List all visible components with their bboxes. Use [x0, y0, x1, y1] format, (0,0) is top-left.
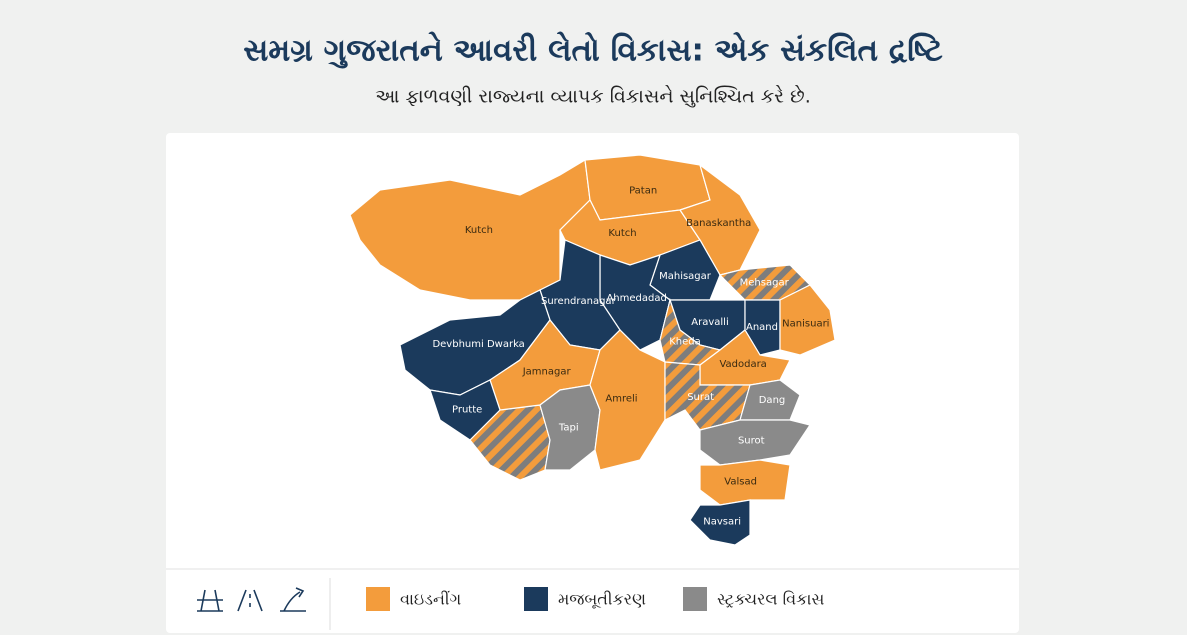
region-label: Anand [746, 322, 778, 333]
region-label: Navsari [703, 516, 741, 527]
region-label: Kheda [669, 337, 701, 348]
region-label: Tapi [558, 423, 579, 434]
legend-label: સ્ટ્રક્ચરલ વિકાસ [717, 590, 824, 610]
region [739, 379, 801, 421]
region-label: Devbhumi Dwarka [432, 339, 524, 350]
region-label: Surat [687, 392, 714, 403]
region-label: Surot [738, 436, 765, 447]
region [699, 459, 791, 506]
region [779, 284, 836, 356]
region-label: Kutch [608, 228, 636, 239]
map: Kutch Patan Kutch Banaskantha Mahisagar Mehsa… [349, 154, 836, 546]
legend-swatch [683, 587, 707, 611]
region-label: Valsad [724, 476, 757, 487]
region-label: Vadodara [719, 359, 766, 370]
region-label: Dang [759, 395, 786, 406]
icons [197, 587, 306, 612]
region-label: Kutch [465, 225, 493, 236]
legend-swatch [524, 587, 548, 611]
legend-label: મજબૂતીકરણ [558, 590, 646, 609]
region-label: Mehsagar [740, 278, 790, 289]
region-label: Aravalli [691, 317, 728, 328]
subtitle: આ ફાળવણી રાજ્યના વ્યાપક વિકાસને સુનિશ્ચિ… [375, 85, 811, 107]
region-label: Jamnagar [522, 367, 572, 378]
legend: વાઇડનીંગ મજબૂતીકરણ સ્ટ્રક્ચરલ વિકાસ [366, 587, 824, 611]
region [744, 299, 781, 356]
region-label: Ahmedadad [606, 293, 666, 304]
legend-label: વાઇડનીંગ [400, 590, 461, 609]
region [689, 499, 751, 546]
region-label: Patan [629, 186, 657, 197]
region-label: Surendranagar [541, 296, 617, 307]
region-label: Amreli [605, 394, 637, 405]
title: સમગ્ર ગુજરાતને આવરી લેતો વિકાસ: એક સંકલિ… [243, 31, 943, 69]
region-label: Prutte [452, 404, 482, 415]
region [429, 379, 501, 441]
region-label: Nanisuari [782, 318, 829, 329]
region-label: Mahisagar [659, 271, 712, 282]
region-label: Banaskantha [686, 218, 751, 229]
legend-swatch [366, 587, 390, 611]
region [699, 419, 811, 466]
